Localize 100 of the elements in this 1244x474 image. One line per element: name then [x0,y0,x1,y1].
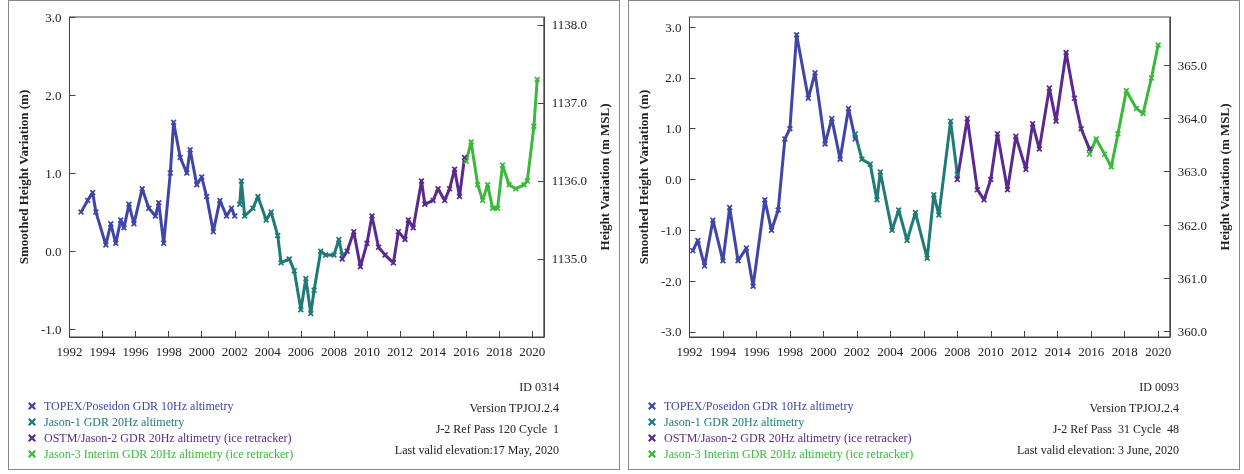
point [461,154,468,161]
point [812,69,819,76]
point [981,196,988,203]
y2-tick-label: 360.0 [1177,324,1208,340]
point [524,177,531,184]
text: Version TPJOJ.2.4 [1089,401,1179,415]
point [167,170,174,177]
point [474,181,481,188]
point [935,212,942,219]
point [499,162,506,169]
text: Version TPJOJ.2.4 [469,401,559,415]
point [249,205,256,212]
point [410,224,417,231]
point [344,248,351,255]
legend-label: OSTM/Jason-2 GDR 20Hz altimetry (ice retracker) [44,431,292,445]
point [368,213,375,220]
x-tick-label: 1998 [155,344,182,359]
point [530,123,537,130]
point [494,205,501,212]
x-tick-label: 2002 [221,344,248,359]
point [954,176,961,183]
text: J-2 Ref Pass 120 Cycle 1 [435,422,559,436]
point [78,209,85,216]
x-tick-label: 2020 [519,344,546,359]
x-tick-label: 2004 [877,344,904,359]
point [402,236,408,243]
point [924,255,931,262]
point [521,181,527,188]
y-tick-label: 2.0 [45,87,62,103]
point [210,228,217,235]
point [274,232,281,239]
legend-label: TOPEX/Poseidon GDR 10Hz altimetry [664,399,854,413]
x-tick-label: 2020 [1145,344,1172,359]
point [852,130,859,137]
point [828,115,835,122]
point [330,252,337,259]
y2-tick-label: 363.0 [1177,164,1208,180]
point [463,158,470,165]
point [1053,118,1060,125]
point [382,252,389,259]
x-tick-label: 2008 [320,344,347,359]
point [852,135,859,142]
point [198,174,205,180]
y2-tick-label: 365.0 [1177,57,1208,73]
point [947,118,954,125]
y-axis-title: Smoothed Height Variation (m) [636,89,651,265]
point [1114,130,1121,137]
point [689,247,696,254]
y-axis-title: Smoothed Height Variation (m) [16,89,31,265]
point [837,156,844,163]
legend-label: OSTM/Jason-2 GDR 20Hz altimetry (ice retracker) [664,431,912,445]
point [1093,135,1100,142]
point [1101,151,1108,158]
point [177,154,184,161]
point [877,168,884,175]
point [1148,74,1155,81]
point [92,209,99,216]
point [223,213,230,220]
x-tick-label: 2002 [843,344,870,359]
y-tick-label: 2.0 [665,70,682,86]
text: J-2 Ref Pass 31 Cycle 48 [1052,422,1179,436]
point [1155,41,1162,48]
point [238,177,245,184]
y-tick-label: 1.0 [665,121,682,137]
point [845,105,852,112]
x-tick-label: 2012 [1011,344,1038,359]
point [117,216,124,223]
point [1029,120,1036,127]
point [867,161,874,168]
point [254,193,261,200]
point [873,196,880,203]
point [1004,186,1011,193]
x-tick-label: 2006 [287,344,315,359]
x-tick-label: 1992 [56,344,83,359]
y-tick-label: -3.0 [660,324,682,340]
legend-label: Jason-1 GDR 20Hz altimetry [664,415,805,429]
x-tick-label: 2008 [944,344,971,359]
x-tick-label: 2016 [453,344,480,359]
point [1133,105,1140,112]
x-tick-label: 2018 [1111,344,1138,359]
x-tick-label: 1994 [89,344,117,359]
point [805,95,812,102]
point [322,252,329,259]
point [506,181,513,188]
y2-tick-label: 1135.0 [551,251,588,267]
point [405,216,412,223]
point [468,138,475,145]
y-tick-label: 3.0 [45,9,62,25]
point [930,191,937,198]
point [1063,49,1070,56]
point [125,201,132,208]
y-tick-label: 3.0 [665,19,682,35]
y2-tick-label: 1136.0 [551,173,588,189]
x-tick-label: 1992 [676,344,703,359]
point [268,209,275,216]
point [912,209,919,216]
point [694,237,701,244]
point [1036,146,1043,153]
point [750,283,757,290]
point [236,201,243,208]
